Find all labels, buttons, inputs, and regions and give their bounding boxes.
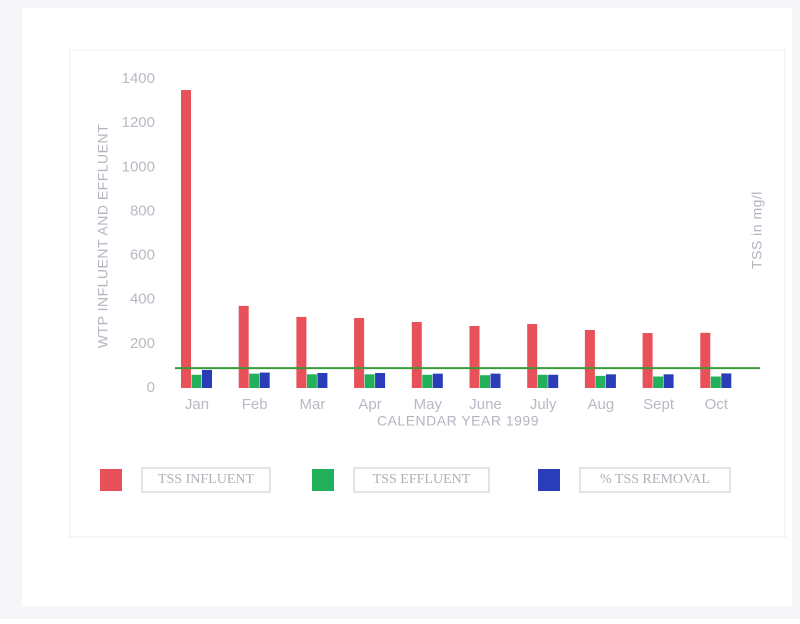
x-tick-label: Mar: [299, 396, 325, 413]
bar: [432, 373, 443, 388]
y-tick-label: 400: [130, 291, 155, 308]
bar: [202, 369, 212, 388]
bar: [306, 374, 317, 388]
legend-label-box: [579, 467, 731, 493]
bar: [375, 372, 386, 388]
bar: [411, 322, 422, 388]
legend-label: TSS INFLUENT: [158, 472, 255, 487]
bar: [422, 374, 433, 388]
y-tick-label: 1200: [122, 114, 155, 131]
bar: [480, 375, 490, 388]
bar: [238, 305, 249, 388]
page: [22, 8, 792, 606]
bar: [259, 372, 270, 388]
y-axis-label: WTP INFLUENT AND EFFLUENT: [95, 124, 111, 348]
bar: [249, 373, 260, 388]
bar: [364, 374, 375, 388]
x-tick-label: July: [530, 396, 557, 413]
x-tick-label: Feb: [242, 396, 268, 413]
x-tick-label: Sept: [643, 396, 675, 413]
bar: [537, 374, 548, 388]
bar: [527, 323, 538, 388]
chart-frame: [69, 49, 786, 538]
x-tick-label: Oct: [705, 396, 729, 413]
bar: [605, 374, 616, 388]
bar: [490, 373, 501, 388]
legend-swatch: [312, 469, 334, 491]
legend-label-box: [353, 467, 490, 493]
bar: [296, 316, 307, 388]
bar: [354, 318, 365, 388]
bar: [595, 375, 606, 388]
x-axis-label: CALENDAR YEAR 1999: [377, 413, 539, 429]
bar: [584, 329, 595, 388]
y2-axis-label: TSS in mg/l: [749, 191, 765, 269]
legend-label-box: [141, 467, 271, 493]
x-tick-label: Aug: [588, 396, 615, 413]
bar: [653, 376, 664, 388]
y-tick-label: 1400: [122, 70, 155, 87]
y-tick-label: 0: [147, 379, 155, 396]
bar: [548, 374, 559, 388]
y-tick-label: 200: [130, 335, 155, 352]
y-tick-label: 800: [130, 202, 155, 219]
legend-label: TSS EFFLUENT: [373, 472, 471, 487]
bar: [710, 376, 721, 388]
x-tick-label: Apr: [358, 396, 381, 413]
legend-swatch: [538, 469, 560, 491]
y-tick-label: 600: [130, 247, 155, 264]
bar: [191, 374, 202, 388]
x-tick-label: June: [469, 396, 502, 413]
y-tick-label: 1000: [122, 158, 155, 175]
bar: [642, 333, 653, 388]
bar: [317, 372, 328, 388]
legend-label: % TSS REMOVAL: [600, 472, 710, 487]
x-tick-label: Jan: [185, 396, 209, 413]
bar: [663, 374, 674, 388]
x-tick-label: May: [414, 396, 443, 413]
bar: [721, 373, 732, 388]
bar: [469, 325, 480, 388]
legend-swatch: [100, 469, 122, 491]
bar: [181, 90, 191, 389]
bar: [700, 332, 711, 388]
